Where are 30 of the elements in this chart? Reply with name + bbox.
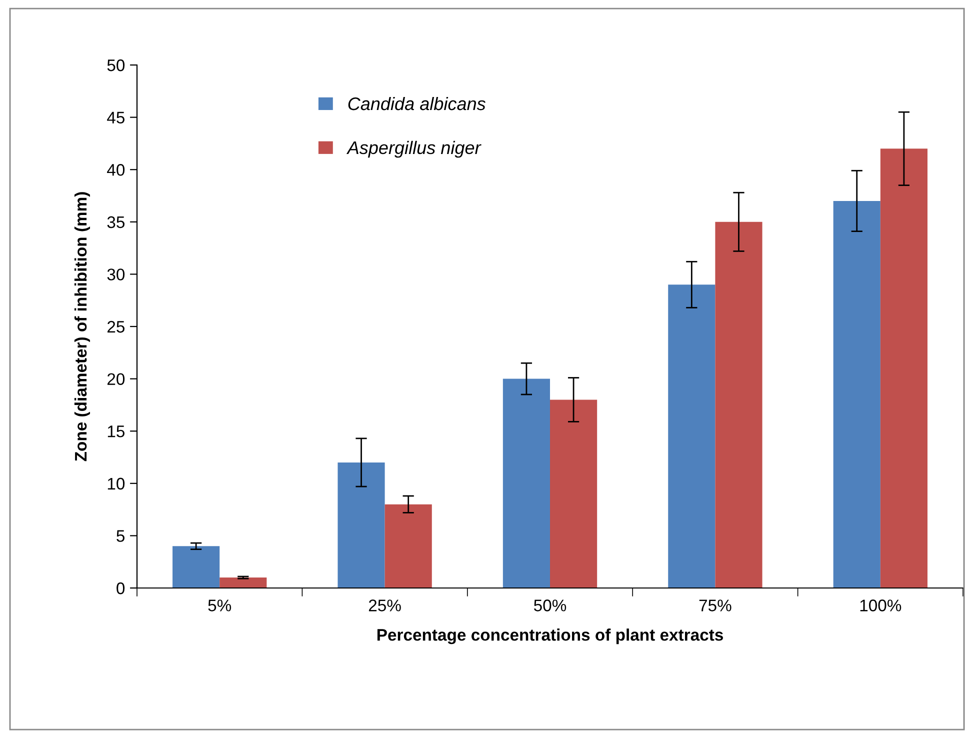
y-tick-label: 15 xyxy=(108,426,124,438)
x-tick-label: 100% xyxy=(860,600,902,612)
y-tick-label: 5 xyxy=(116,530,124,542)
x-tick-label: 25% xyxy=(368,600,401,612)
x-tick-label: 75% xyxy=(699,600,732,612)
x-tick-label: 5% xyxy=(208,600,232,612)
x-tick-label: 50% xyxy=(534,600,566,612)
y-tick-label: 10 xyxy=(108,478,125,490)
legend-label: Candida albicans xyxy=(348,96,486,110)
y-tick-label: 35 xyxy=(107,216,124,228)
y-tick-label: 50 xyxy=(107,59,125,72)
y-tick-label: 30 xyxy=(107,268,125,280)
bar xyxy=(338,462,385,588)
bar xyxy=(172,546,220,588)
y-axis-title: Zone (diameter) of inhibition (mm) xyxy=(74,192,90,462)
x-axis-title: Percentage concentrations of plant extracts xyxy=(377,628,723,644)
bar xyxy=(668,284,716,588)
bar xyxy=(384,504,432,588)
y-tick-label: 20 xyxy=(107,373,125,386)
y-tick-label: 40 xyxy=(107,164,125,176)
y-tick-label: 0 xyxy=(116,582,125,594)
bar xyxy=(715,222,762,588)
y-tick-label: 25 xyxy=(107,320,124,333)
bar xyxy=(502,378,550,588)
bar xyxy=(550,400,598,588)
bar xyxy=(880,148,928,588)
bar xyxy=(833,200,880,588)
y-tick-label: 45 xyxy=(107,112,124,124)
legend-label: Aspergillus niger xyxy=(346,140,482,158)
bar xyxy=(220,578,267,588)
